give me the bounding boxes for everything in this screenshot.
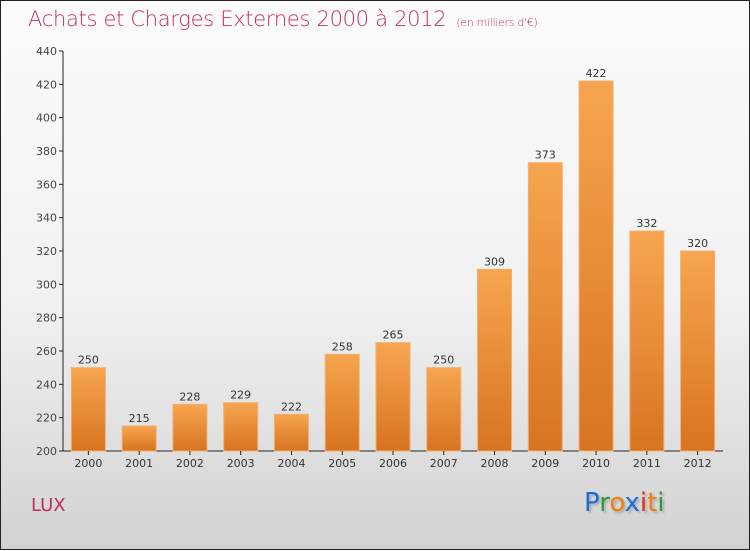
data-label-2012: 320 — [687, 237, 708, 250]
bar-2004 — [273, 413, 309, 452]
bar-2003 — [223, 402, 259, 452]
bar-2000 — [70, 367, 106, 452]
x-tick-label-2012: 2012 — [684, 457, 712, 470]
proxiti-logo: Proxiti — [584, 488, 665, 518]
data-label-2003: 229 — [230, 389, 251, 402]
logo-letter: i — [639, 488, 648, 518]
title-text: Achats et Charges Externes 2000 à 2012 — [28, 7, 447, 31]
x-tick-label-2002: 2002 — [176, 457, 204, 470]
x-tick-label-2004: 2004 — [277, 457, 305, 470]
y-tick-label: 220 — [36, 412, 57, 425]
data-label-2008: 309 — [484, 255, 505, 268]
y-tick-label: 280 — [36, 312, 57, 325]
bar-2009 — [527, 162, 563, 452]
data-label-2001: 215 — [129, 412, 150, 425]
subtitle-text: (en milliers d'€) — [456, 16, 538, 29]
x-tick-label-2007: 2007 — [430, 457, 458, 470]
bar-2005 — [324, 353, 360, 452]
y-tick-label: 380 — [36, 145, 57, 158]
bar-2006 — [375, 342, 411, 452]
x-tick-label-2008: 2008 — [481, 457, 509, 470]
data-label-2005: 258 — [332, 340, 353, 353]
y-tick-label: 360 — [36, 178, 57, 191]
data-label-2004: 222 — [281, 400, 302, 413]
y-tick-label: 200 — [36, 445, 57, 458]
x-tick-label-2003: 2003 — [227, 457, 255, 470]
data-label-2007: 250 — [433, 354, 454, 367]
y-tick-label: 320 — [36, 245, 57, 258]
y-tick-label: 420 — [36, 78, 57, 91]
x-tick-label-2005: 2005 — [328, 457, 356, 470]
data-label-2000: 250 — [78, 354, 99, 367]
data-label-2009: 373 — [535, 149, 556, 162]
logo-letter: r — [599, 488, 610, 518]
logo-letter: i — [657, 488, 665, 518]
bar-2012 — [680, 250, 716, 452]
logo-letter: o — [609, 488, 625, 518]
bar-2007 — [426, 367, 462, 452]
data-label-2002: 228 — [179, 390, 200, 403]
x-tick-label-2010: 2010 — [582, 457, 610, 470]
bar-2008 — [477, 268, 513, 452]
y-tick-label: 240 — [36, 378, 57, 391]
bar-2011 — [629, 230, 665, 452]
bar-2010 — [578, 80, 614, 452]
region-label: LUX — [31, 495, 66, 516]
y-tick-label: 440 — [36, 45, 57, 58]
y-tick-label: 340 — [36, 212, 57, 225]
x-tick-label-2000: 2000 — [74, 457, 102, 470]
data-label-2006: 265 — [383, 329, 404, 342]
data-label-2010: 422 — [586, 67, 607, 80]
logo-letter: t — [647, 488, 658, 518]
bar-2002 — [172, 403, 208, 452]
x-tick-label-2009: 2009 — [531, 457, 559, 470]
data-label-2011: 332 — [636, 217, 657, 230]
x-tick-label-2001: 2001 — [125, 457, 153, 470]
y-tick-label: 400 — [36, 112, 57, 125]
logo-letter: P — [584, 488, 600, 518]
logo-letter: x — [624, 488, 640, 518]
y-tick-label: 300 — [36, 278, 57, 291]
chart-title: Achats et Charges Externes 2000 à 2012 (e… — [28, 7, 538, 31]
x-tick-label-2006: 2006 — [379, 457, 407, 470]
y-tick-label: 260 — [36, 345, 57, 358]
x-tick-label-2011: 2011 — [633, 457, 661, 470]
bar-2001 — [121, 425, 157, 452]
